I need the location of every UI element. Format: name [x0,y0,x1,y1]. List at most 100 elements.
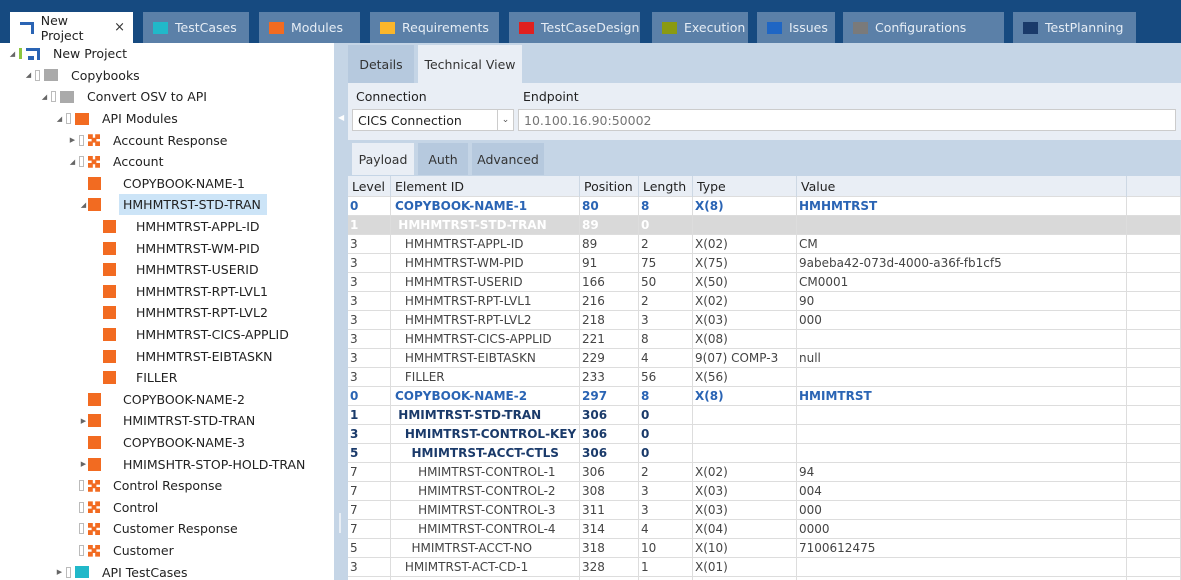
value-cell[interactable]: 7100612475 [797,539,1127,558]
tree-item[interactable]: ◢ New Project [8,43,133,65]
project-tree[interactable]: ◢ New Project ◢ Copybooks ◢ Convert OSV to AP… [0,43,334,580]
value-cell[interactable]: 90 [797,292,1127,311]
expanded-arrow-icon[interactable]: ◢ [25,71,32,80]
tree-item[interactable]: HMHMTRST-APPL-ID [94,216,266,238]
collapsed-arrow-icon[interactable]: ▶ [56,568,63,577]
tree-item[interactable]: HMHMTRST-CICS-APPLID [94,324,295,346]
value-cell[interactable]: CM0001 [797,273,1127,292]
value-cell[interactable] [797,368,1127,387]
chevron-down-icon[interactable]: ⌄ [497,110,513,130]
checkbox[interactable] [79,480,84,492]
tab-requirements[interactable]: Requirements [370,12,499,43]
table-row[interactable]: 1 HMIMTRST-STD-TRAN 306 0 [348,406,1181,425]
table-row[interactable]: 3 HMHMTRST-USERID 166 50 X(50) CM0001 [348,273,1181,292]
table-row[interactable]: 7 HMIMTRST-CONTROL-2 308 3 X(03) 004 [348,482,1181,501]
tab-auth[interactable]: Auth [418,143,468,175]
column-header[interactable]: Length [639,176,693,197]
table-row[interactable]: 5 HMIMTRST-ACCT-NO 318 10 X(10) 7100612475 [348,539,1181,558]
tab-testcasedesign[interactable]: TestCaseDesign [509,12,640,43]
value-cell[interactable]: 004 [797,482,1127,501]
value-cell[interactable]: HMIMTRST [797,387,1127,406]
tree-item[interactable]: ◢ HMHMTRST-STD-TRAN [79,194,267,216]
tree-item[interactable]: ◢ Convert OSV to API [40,86,213,108]
tree-item[interactable]: HMHMTRST-EIBTASKN [94,345,278,367]
tree-item[interactable]: COPYBOOK-NAME-2 [79,389,251,411]
table-row[interactable]: 3 HMIMTRST-ACT-CD-1 328 1 X(01) [348,558,1181,577]
table-row[interactable]: 7 HMIMTRST-CONTROL-1 306 2 X(02) 94 [348,463,1181,482]
value-cell[interactable]: 0000 [797,520,1127,539]
table-row[interactable]: 3 HMHMTRST-WM-PID 91 75 X(75) 9abeba42-073d-4… [348,254,1181,273]
value-cell[interactable] [797,577,1127,580]
tab-execution[interactable]: Execution [652,12,748,43]
expanded-arrow-icon[interactable]: ◢ [41,92,48,101]
expanded-arrow-icon[interactable]: ◢ [69,157,76,166]
value-cell[interactable] [797,444,1127,463]
tab-technical-view[interactable]: Technical View [418,45,522,83]
tree-item[interactable]: Customer Response [68,518,244,540]
tab-modules[interactable]: Modules [259,12,360,43]
tree-item[interactable]: ◢ Copybooks [24,65,146,87]
column-header[interactable] [1127,176,1181,197]
tree-item[interactable]: FILLER [94,367,183,389]
collapsed-arrow-icon[interactable]: ▶ [69,136,76,145]
tab-new-project[interactable]: New Project × [10,12,133,43]
table-row[interactable]: 0 COPYBOOK-NAME-2 297 8 X(8) HMIMTRST [348,387,1181,406]
checkbox[interactable] [79,501,84,513]
tab-payload[interactable]: Payload [352,143,414,175]
table-row[interactable]: 3 HMHMTRST-RPT-LVL1 216 2 X(02) 90 [348,292,1181,311]
value-cell[interactable] [797,425,1127,444]
value-cell[interactable] [797,558,1127,577]
table-row[interactable]: 3 HMHMTRST-CICS-APPLID 221 8 X(08) [348,330,1181,349]
table-row[interactable]: 5 HMIMTRST-ACCT-CTLS 306 0 [348,444,1181,463]
tree-item[interactable]: ▶ Account Response [68,129,233,151]
tree-item[interactable]: ▶ HMIMSHTR-STOP-HOLD-TRAN [79,453,311,475]
value-cell[interactable] [797,406,1127,425]
checkbox[interactable] [79,134,84,146]
checkbox[interactable] [35,69,40,81]
collapse-arrow-icon[interactable]: ◀ [338,113,345,122]
tree-item[interactable]: Control [68,497,164,519]
table-row[interactable]: 3 HMIMTRST-CONTROL-KEY 306 0 [348,425,1181,444]
connection-select[interactable]: CICS Connection ⌄ [352,109,514,131]
column-header[interactable]: Value [797,176,1127,197]
tree-item[interactable]: COPYBOOK-NAME-1 [79,173,251,195]
tab-details[interactable]: Details [348,45,414,83]
tree-item[interactable]: ◢ API Modules [55,108,184,130]
checkbox[interactable] [79,545,84,557]
table-row[interactable]: 3 HMHMTRST-APPL-ID 89 2 X(02) CM [348,235,1181,254]
checkbox[interactable] [66,113,71,125]
splitter[interactable]: ◀ [334,43,348,580]
tab-advanced[interactable]: Advanced [472,143,544,175]
tree-item[interactable]: ◢ Account [68,151,169,173]
checkbox[interactable] [79,156,84,168]
value-cell[interactable]: 9abeba42-073d-4000-a36f-fb1cf5 [797,254,1127,273]
table-row[interactable]: 7 HMIMTRST-CONTROL-3 311 3 X(03) 000 [348,501,1181,520]
value-cell[interactable]: 94 [797,463,1127,482]
tree-item[interactable]: COPYBOOK-NAME-3 [79,432,251,454]
value-cell[interactable]: HMHMTRST [797,197,1127,216]
table-row[interactable]: 3 HMHMTRST-EIBTASKN 229 4 9(07) COMP-3 null [348,349,1181,368]
table-row[interactable]: 3 HMHMTRST-RPT-LVL2 218 3 X(03) 000 [348,311,1181,330]
tree-item[interactable]: Customer [68,540,180,562]
tab-configurations[interactable]: Configurations [843,12,1004,43]
tab-issues[interactable]: Issues [757,12,835,43]
tree-item[interactable]: Control Response [68,475,228,497]
value-cell[interactable]: 000 [797,501,1127,520]
expanded-arrow-icon[interactable]: ◢ [9,49,16,58]
table-row[interactable]: 1 HMHMTRST-STD-TRAN 89 0 [348,216,1181,235]
table-row[interactable]: 3 FILLER 233 56 X(56) [348,368,1181,387]
table-row[interactable]: 0 COPYBOOK-NAME-1 80 8 X(8) HMHMTRST [348,197,1181,216]
column-header[interactable]: Level [348,176,391,197]
tab-testcases[interactable]: TestCases [143,12,249,43]
close-icon[interactable]: × [114,20,125,35]
value-cell[interactable] [797,216,1127,235]
tab-testplanning[interactable]: TestPlanning [1013,12,1136,43]
checkbox[interactable] [66,566,71,578]
column-header[interactable]: Position [580,176,639,197]
tree-item[interactable]: ▶ HMIMTRST-STD-TRAN [79,410,261,432]
tree-item[interactable]: HMHMTRST-RPT-LVL1 [94,281,274,303]
collapsed-arrow-icon[interactable]: ▶ [80,416,87,425]
tree-item[interactable]: HMHMTRST-RPT-LVL2 [94,302,274,324]
column-header[interactable]: Type [693,176,797,197]
checkbox[interactable] [51,91,56,103]
